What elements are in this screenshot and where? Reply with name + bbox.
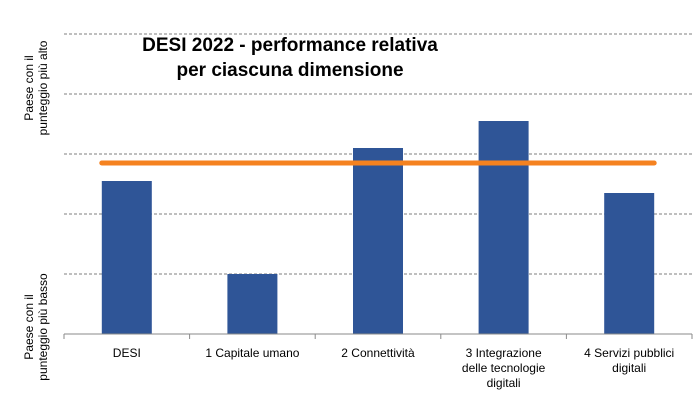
category-label-3-line-0: 3 Integrazione — [466, 346, 542, 360]
category-labels: DESI 1 Capitale umano 2 Connettività 3 Inte… — [113, 346, 674, 390]
y-label-bottom-text-line-0: Paese con il — [22, 294, 36, 359]
y-label-top-text-line-1: punteggio più alto — [36, 40, 50, 135]
y-label-bottom-text: Paese con ilpunteggio più basso — [22, 273, 50, 381]
category-label-2: 2 Connettività — [341, 346, 415, 360]
category-label-0: DESI — [113, 346, 141, 360]
title-text: DESI 2022 - performance relativa per cias… — [142, 35, 438, 81]
category-label-1: 1 Capitale umano — [205, 346, 299, 360]
bar-2 — [353, 148, 403, 334]
category-label-2-line-0: 2 Connettività — [341, 346, 415, 360]
y-label-top: Paese con ilpunteggio più alto — [22, 40, 50, 135]
y-label-top-text: Paese con ilpunteggio più alto — [22, 40, 50, 135]
bar-3 — [478, 121, 529, 334]
category-label-3-line-2: digitali — [487, 376, 521, 390]
title-line-0: DESI 2022 - performance relativa — [142, 35, 438, 56]
category-label-0-line-0: DESI — [113, 346, 141, 360]
title-line-1: per ciascuna dimensione — [176, 60, 403, 81]
bar-4 — [604, 193, 655, 334]
x-tick-marks — [63, 334, 693, 339]
y-label-bottom: Paese con ilpunteggio più basso — [22, 273, 50, 381]
category-label-4-line-1: digitali — [612, 361, 646, 375]
category-label-1-line-0: 1 Capitale umano — [205, 346, 299, 360]
bar-0 — [101, 181, 152, 334]
bar-1 — [227, 274, 278, 334]
y-label-bottom-text-line-1: punteggio più basso — [36, 273, 50, 381]
bars — [101, 121, 655, 334]
category-label-4: 4 Servizi pubblici digitali — [584, 346, 674, 375]
category-label-3: 3 Integrazione delle tecnologie digitali — [462, 346, 546, 390]
category-label-3-line-1: delle tecnologie — [462, 361, 546, 375]
category-label-4-line-0: 4 Servizi pubblici — [584, 346, 674, 360]
y-label-top-text-line-0: Paese con il — [22, 55, 36, 120]
chart-title: DESI 2022 - performance relativa per cias… — [142, 35, 438, 81]
